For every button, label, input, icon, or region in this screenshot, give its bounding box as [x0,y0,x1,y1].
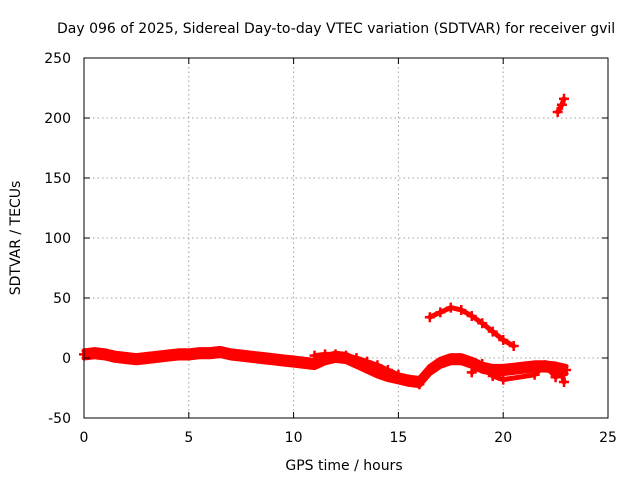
data-point [519,362,530,373]
data-point [361,356,372,367]
data-point [183,349,194,360]
data-point [152,351,163,362]
grid-lines [84,58,608,418]
series-lower-branch [309,349,425,390]
data-point [246,351,257,362]
data-point [550,372,561,383]
data-point [508,341,519,351]
data-point [540,360,551,371]
y-tick-label: 250 [44,51,71,67]
data-point [320,349,331,360]
data-point [351,353,362,363]
data-point [236,350,247,361]
y-tick-label: 50 [53,291,71,307]
data-point [173,349,184,360]
data-point [556,99,567,110]
data-point [309,350,320,361]
data-point [403,374,414,385]
y-axis-label: SDTVAR / TECUs [8,181,24,296]
y-tick-label: 100 [44,231,71,247]
data-point [552,107,563,117]
data-point [558,93,569,104]
data-point [194,348,205,359]
data-series [79,93,572,390]
x-tick-label: 20 [494,430,512,446]
data-point [372,360,383,371]
data-point [558,377,569,387]
data-point [267,354,278,365]
data-point [330,349,341,360]
data-point [131,354,142,365]
data-point [487,371,498,381]
data-point [120,353,131,363]
data-point [225,349,236,360]
data-point [556,367,567,378]
series-end-scatter [466,359,569,387]
chart-title: Day 096 of 2025, Sidereal Day-to-day VTE… [57,21,615,37]
data-point [89,348,100,359]
x-tick-label: 25 [599,430,617,446]
data-point [299,357,310,368]
data-point [309,359,320,369]
y-tick-label: 0 [62,351,71,367]
data-point [278,355,289,366]
y-tick-label: 200 [44,111,71,127]
data-point [393,369,404,380]
data-point [456,354,467,365]
x-tick-label: 5 [184,430,193,446]
data-point [550,362,561,373]
data-point [110,351,121,362]
data-point [466,311,477,321]
data-point [435,307,446,318]
data-point [257,353,268,363]
series-upper-arc [424,302,519,351]
data-point [382,365,393,375]
x-tick-label: 10 [285,430,303,446]
data-point [498,365,509,375]
y-tick-label: -50 [48,411,71,427]
axis-ticks: 0 5 10 15 20 25 -50 0 50 100 150 200 250 [44,51,617,446]
y-tick-label: 150 [44,171,71,187]
data-point [529,361,540,372]
x-tick-label: 0 [80,430,89,446]
data-point [508,363,519,374]
data-point [141,353,152,363]
x-axis-label: GPS time / hours [285,458,402,474]
data-point [466,367,477,378]
data-point [477,359,488,369]
data-point [435,357,446,368]
data-point [498,335,509,345]
data-point [99,349,110,360]
data-point [456,305,467,315]
data-point [445,354,456,365]
data-point [498,374,509,385]
data-point [466,357,477,368]
data-point [162,350,173,361]
data-point [341,350,351,361]
data-point [215,347,226,357]
series-high-segment [552,93,569,117]
data-point [414,379,425,390]
data-point [477,318,488,329]
data-point [288,356,299,367]
x-tick-label: 15 [389,430,407,446]
data-point [424,365,435,375]
data-point [487,326,498,337]
data-point [424,312,435,323]
data-point [529,369,540,380]
data-point [445,302,456,313]
data-point [204,348,215,359]
